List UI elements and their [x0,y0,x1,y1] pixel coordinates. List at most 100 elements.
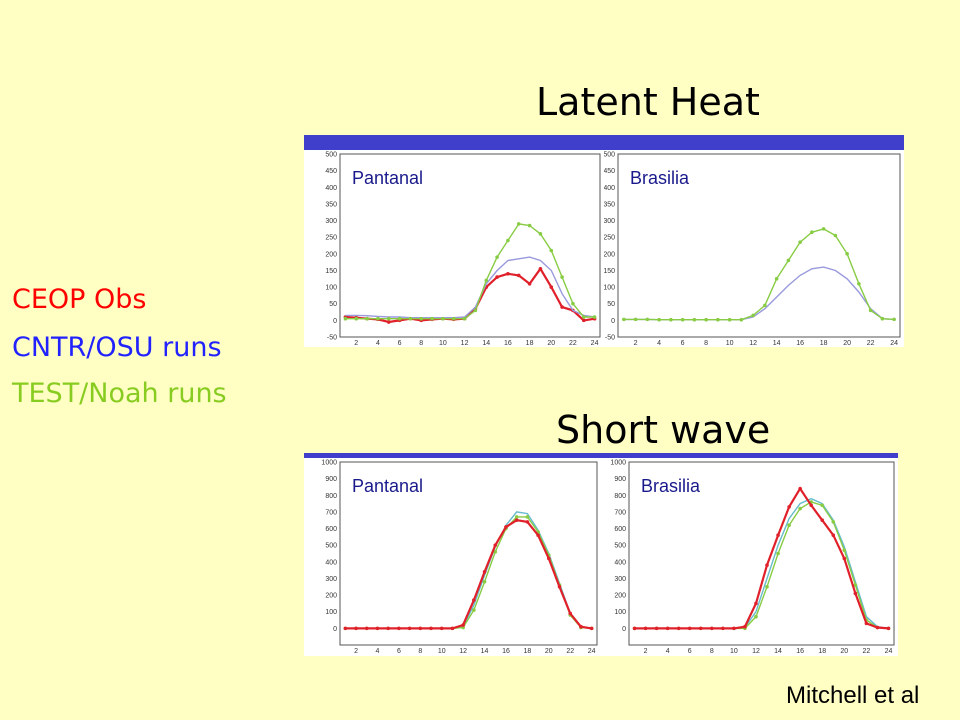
legend-cntr-osu: CNTR/OSU runs [12,332,222,363]
data-point [375,626,380,631]
x-tick-label: 4 [376,648,380,655]
y-tick-label: 1000 [321,460,337,467]
y-tick-label: 1000 [610,460,626,467]
y-tick-label: 350 [325,201,337,208]
x-tick-label: 10 [730,648,738,655]
data-point [568,611,573,616]
data-point [776,551,780,556]
x-tick-label: 10 [438,648,446,655]
x-tick-label: 4 [376,340,380,347]
data-point [657,317,661,322]
series-line [634,486,889,630]
y-tick-label: -50 [327,335,337,342]
data-point [853,583,858,587]
data-point [495,255,499,259]
data-point [549,285,554,289]
y-tick-label: 450 [325,168,337,175]
short-wave-title: Short wave [556,408,771,452]
data-point [810,230,814,234]
data-point [798,506,802,511]
data-point [809,503,813,508]
data-point [482,570,487,574]
y-tick-label: 100 [325,285,337,292]
y-tick-label: 200 [325,593,337,600]
data-point [765,563,769,567]
y-tick-label: 300 [604,218,615,225]
y-tick-label: 450 [604,168,615,175]
data-point [676,626,681,631]
x-tick-label: 8 [710,648,714,655]
x-tick-label: 2 [354,340,358,347]
data-point [504,525,508,529]
x-tick-label: 18 [523,648,531,655]
x-tick-label: 2 [634,340,638,347]
data-point [739,317,744,322]
data-point [798,486,802,491]
data-point [787,523,791,528]
x-tick-label: 16 [796,648,804,655]
x-tick-label: 20 [547,340,555,347]
data-point [441,316,445,321]
x-tick-label: 22 [867,340,875,347]
data-point [343,626,348,631]
data-point [831,533,836,537]
data-point [786,258,791,263]
y-tick-label: 900 [614,476,626,483]
latent-heat-title: Latent Heat [536,80,760,124]
x-tick-label: 12 [461,340,469,347]
data-point [364,626,369,631]
data-point [581,318,586,323]
y-tick-label: 600 [325,526,337,533]
x-tick-label: 6 [397,648,401,655]
y-tick-label: 800 [614,493,626,500]
data-point [514,518,519,523]
y-tick-label: 300 [325,576,337,583]
data-point [482,579,487,584]
data-point [557,584,562,589]
data-point [721,626,725,631]
x-tick-label: 14 [482,340,490,347]
data-point [732,626,736,631]
data-point [461,625,465,630]
y-tick-label: 600 [614,526,626,533]
x-tick-label: 16 [502,648,510,655]
x-tick-label: 8 [418,648,422,655]
data-point [549,248,554,253]
x-tick-label: 12 [752,648,760,655]
y-tick-label: 200 [614,593,626,600]
plot-area [339,153,601,338]
x-tick-label: 10 [439,340,447,347]
data-point [516,273,521,278]
credit-text: Mitchell et al [786,682,920,709]
data-point [581,315,586,319]
data-point [798,240,802,244]
data-point [354,626,358,631]
x-tick-label: 8 [419,340,423,347]
series-line [345,256,595,319]
y-tick-label: 400 [604,185,615,192]
data-point [397,626,401,631]
data-point [743,624,747,629]
y-tick-label: 50 [607,301,615,308]
y-tick-label: 500 [325,543,337,550]
data-point [407,626,412,631]
y-tick-label: 100 [325,609,337,616]
x-tick-label: 20 [840,648,848,655]
data-point [506,238,510,243]
data-point [493,543,498,547]
data-point [833,233,838,238]
data-point [692,317,697,322]
data-point [820,503,825,508]
x-tick-label: 6 [688,648,692,655]
y-tick-label: 500 [614,543,626,550]
data-point [754,601,758,606]
data-point [365,316,369,321]
data-point [525,515,530,519]
x-tick-label: 16 [504,340,512,347]
data-point [571,301,575,306]
data-point [864,621,869,626]
y-tick-label: 400 [325,185,337,192]
data-point [845,252,849,256]
data-point [831,520,836,524]
